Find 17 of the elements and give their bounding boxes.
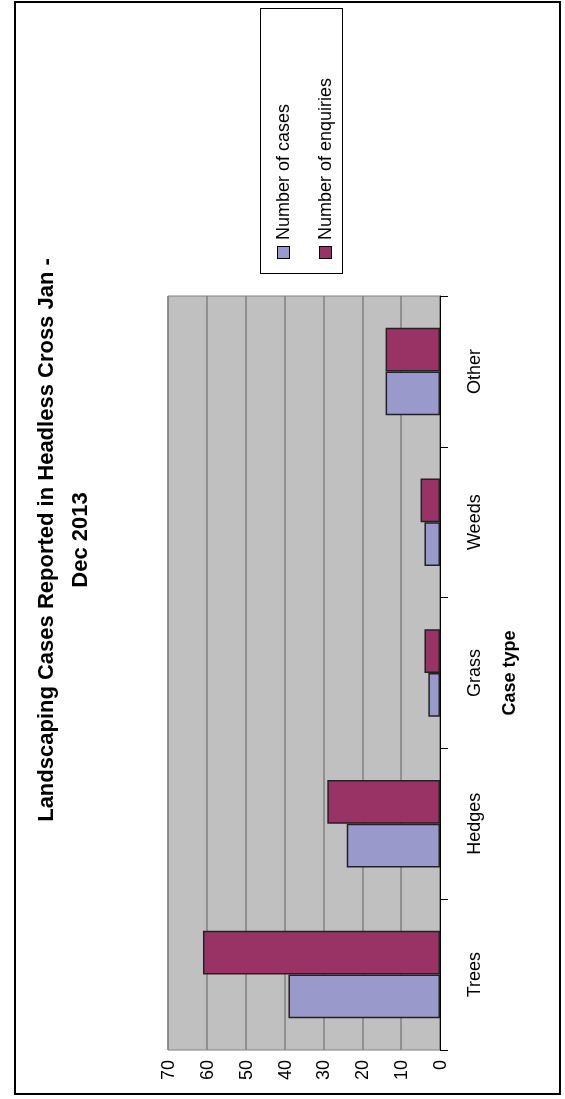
- y-tick-label: Weeds: [464, 494, 484, 551]
- y-axis-title: Case type: [499, 630, 519, 716]
- y-tick-label: Hedges: [464, 792, 484, 855]
- x-tick-label: 0: [430, 1060, 450, 1071]
- y-tick-label: Grass: [464, 648, 484, 698]
- x-tick-label: 20: [352, 1060, 373, 1081]
- x-tick-label: 10: [391, 1060, 412, 1081]
- x-tick-label: 70: [158, 1060, 178, 1081]
- x-tick-label: 40: [274, 1060, 295, 1081]
- x-tick-label: 60: [196, 1060, 217, 1081]
- x-tick-label: 50: [235, 1060, 256, 1081]
- text: Number of cases: [273, 103, 294, 240]
- y-tick-label: Trees: [464, 951, 484, 998]
- text: Number of enquiries: [315, 77, 336, 240]
- text: Landscaping Cases Reported in Headless Cross Jan - Dec 2013: [32, 258, 92, 822]
- y-tick-label: Other: [464, 348, 484, 394]
- x-tick-label: 30: [313, 1060, 334, 1081]
